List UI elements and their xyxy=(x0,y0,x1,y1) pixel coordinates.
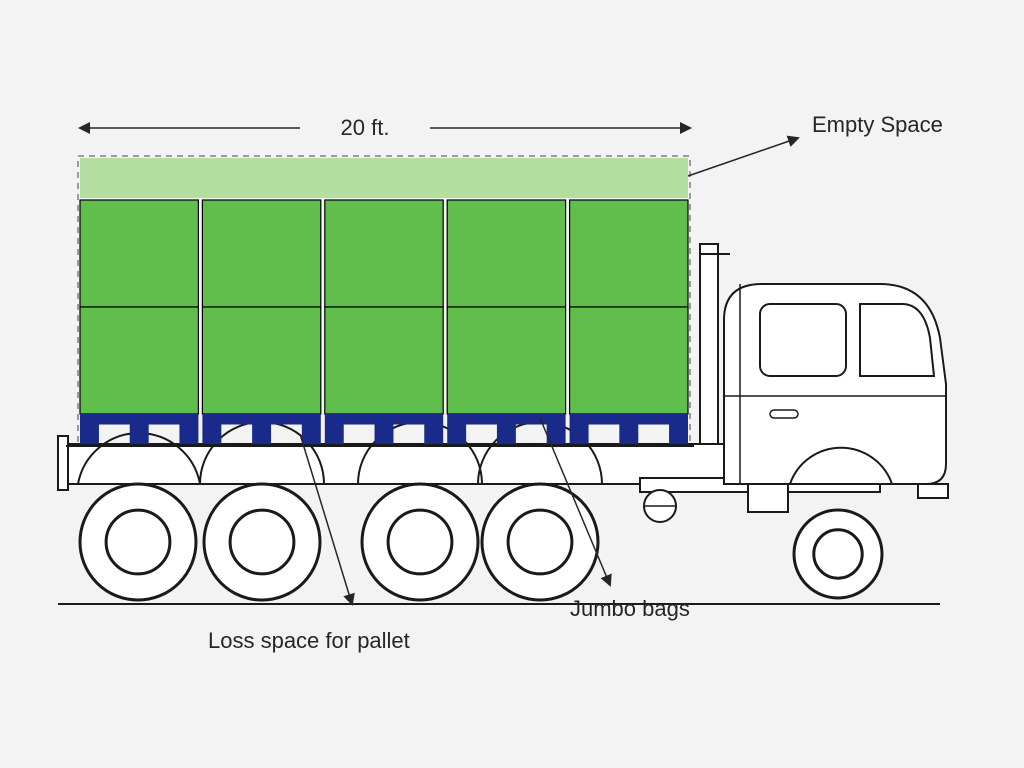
pallet-deck xyxy=(570,414,688,425)
pallet-foot xyxy=(619,425,638,445)
pallet-foot xyxy=(325,425,344,445)
empty-space-label: Empty Space xyxy=(812,112,943,137)
pallet-deck xyxy=(325,414,443,425)
pallet-foot xyxy=(375,425,394,445)
jumbo-bag xyxy=(202,200,320,307)
pallet-foot xyxy=(202,425,221,445)
jumbo-bags-label: Jumbo bags xyxy=(570,596,690,621)
jumbo-bag xyxy=(447,307,565,414)
pallet-deck xyxy=(80,414,198,425)
jumbo-bag xyxy=(80,200,198,307)
pallet-deck xyxy=(447,414,565,425)
pallet-foot xyxy=(424,425,443,445)
jumbo-bag xyxy=(325,200,443,307)
jumbo-bag xyxy=(447,200,565,307)
cargo-stack xyxy=(66,200,694,446)
loss-space-label: Loss space for pallet xyxy=(208,628,410,653)
pallet-foot xyxy=(669,425,688,445)
jumbo-bag xyxy=(325,307,443,414)
truck-loading-diagram: 20 ft. Empty Space Jumbo bags Loss space f… xyxy=(0,0,1024,768)
pallet-foot xyxy=(570,425,589,445)
pallet-foot xyxy=(80,425,99,445)
pallet-foot xyxy=(130,425,149,445)
jumbo-bag xyxy=(570,307,688,414)
pallet-foot xyxy=(302,425,321,445)
dimension-arrow: 20 ft. xyxy=(80,115,690,140)
jumbo-bag xyxy=(80,307,198,414)
jumbo-bag xyxy=(570,200,688,307)
dimension-label: 20 ft. xyxy=(341,115,390,140)
pallet-foot xyxy=(447,425,466,445)
pallet-foot xyxy=(252,425,271,445)
jumbo-bag xyxy=(202,307,320,414)
pallet-deck xyxy=(202,414,320,425)
pallet-foot xyxy=(179,425,198,445)
pallet-foot xyxy=(497,425,516,445)
